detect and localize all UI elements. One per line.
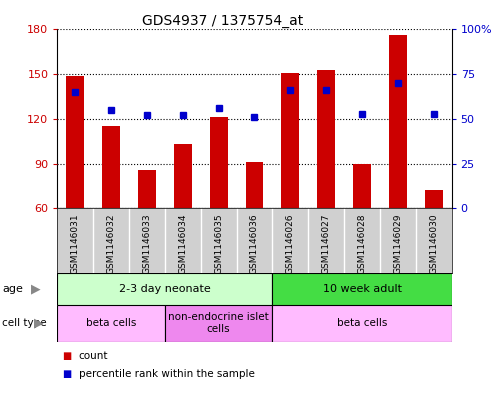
Bar xyxy=(165,305,272,342)
Text: GSM1146033: GSM1146033 xyxy=(143,213,152,274)
Text: GSM1146028: GSM1146028 xyxy=(357,213,366,274)
Text: beta cells: beta cells xyxy=(86,318,136,328)
Bar xyxy=(210,118,228,208)
Text: GSM1146030: GSM1146030 xyxy=(429,213,438,274)
Text: GSM1146034: GSM1146034 xyxy=(178,213,187,274)
Text: ▶: ▶ xyxy=(34,317,43,330)
Text: GSM1146029: GSM1146029 xyxy=(393,213,402,274)
Text: ■: ■ xyxy=(62,351,72,361)
Bar xyxy=(66,76,84,208)
Text: 10 week adult: 10 week adult xyxy=(322,284,402,294)
Text: GSM1146035: GSM1146035 xyxy=(214,213,223,274)
Text: GSM1146031: GSM1146031 xyxy=(71,213,80,274)
Text: GSM1146032: GSM1146032 xyxy=(107,213,116,274)
Bar xyxy=(174,144,192,208)
Bar xyxy=(57,273,272,305)
Text: GSM1146036: GSM1146036 xyxy=(250,213,259,274)
Text: non-endocrine islet
cells: non-endocrine islet cells xyxy=(168,312,269,334)
Bar xyxy=(389,35,407,208)
Bar xyxy=(317,70,335,208)
Text: age: age xyxy=(2,284,23,294)
Text: cell type: cell type xyxy=(2,318,47,328)
Text: GSM1146026: GSM1146026 xyxy=(286,213,295,274)
Text: percentile rank within the sample: percentile rank within the sample xyxy=(79,369,254,379)
Text: 2-3 day neonate: 2-3 day neonate xyxy=(119,284,211,294)
Text: GDS4937 / 1375754_at: GDS4937 / 1375754_at xyxy=(142,14,303,28)
Text: GSM1146027: GSM1146027 xyxy=(322,213,331,274)
Bar xyxy=(281,73,299,208)
Bar xyxy=(272,273,452,305)
Bar xyxy=(138,169,156,208)
Bar xyxy=(102,126,120,208)
Bar xyxy=(353,163,371,208)
Text: beta cells: beta cells xyxy=(337,318,387,328)
Bar xyxy=(246,162,263,208)
Bar xyxy=(272,305,452,342)
Bar xyxy=(57,305,165,342)
Text: ■: ■ xyxy=(62,369,72,379)
Bar xyxy=(425,190,443,208)
Text: count: count xyxy=(79,351,108,361)
Text: ▶: ▶ xyxy=(31,282,40,296)
